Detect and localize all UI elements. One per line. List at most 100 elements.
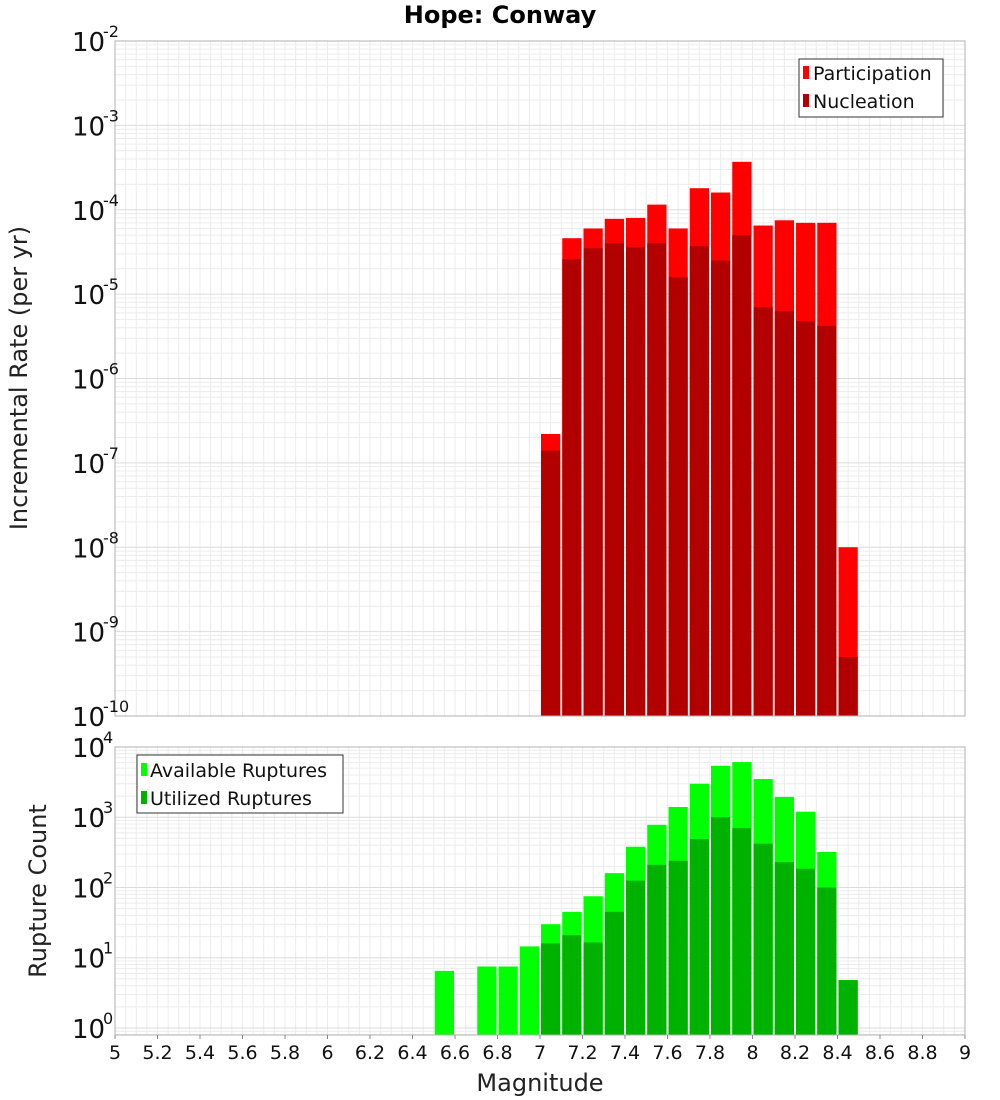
y-tick-exponent: -9 xyxy=(103,613,119,632)
count-utilized-ruptures-bar xyxy=(562,935,582,1035)
x-tick-label: 7.8 xyxy=(695,1042,725,1064)
rate-nucleation-bar xyxy=(753,307,773,716)
rate-nucleation-bar xyxy=(626,247,646,716)
y-tick-label: 10 xyxy=(72,874,105,904)
y-tick-exponent: 3 xyxy=(103,798,113,817)
y-tick-exponent: -6 xyxy=(103,360,119,379)
count-legend: Available Ruptures Utilized Ruptures xyxy=(136,754,344,814)
count-utilized-ruptures-bar xyxy=(753,843,773,1035)
rate-nucleation-bar xyxy=(647,243,667,717)
x-tick-label: 5.2 xyxy=(142,1042,172,1064)
count-available-ruptures-bar xyxy=(477,966,497,1035)
rate-nucleation-bar xyxy=(796,321,816,716)
y-tick-label: 10 xyxy=(72,450,105,480)
rate-nucleation-bar xyxy=(838,657,858,716)
x-tick-label: 7.4 xyxy=(610,1042,640,1064)
x-tick-label: 6.6 xyxy=(440,1042,470,1064)
y-tick-label: 10 xyxy=(72,197,105,227)
rate-nucleation-bar xyxy=(668,276,688,716)
magnitude-x-ticks: 5 5.2 5.4 5.6 5.8 6 6.2 6.4 6.6 6.8 7 7.2 7.4 7.6 7.8 8… xyxy=(109,1035,971,1064)
y-tick-label: 10 xyxy=(72,281,105,311)
x-tick-label: 8.2 xyxy=(780,1042,810,1064)
count-y-axis-label: Rupture Count xyxy=(24,804,52,978)
y-tick-exponent: -3 xyxy=(103,106,119,125)
count-utilized-ruptures-bar xyxy=(817,887,837,1035)
x-tick-label: 5 xyxy=(109,1042,121,1064)
y-tick-label: 10 xyxy=(72,366,105,396)
count-available-ruptures-bar xyxy=(519,946,539,1035)
y-tick-label: 10 xyxy=(72,945,105,975)
rate-nucleation-bar xyxy=(689,246,709,716)
x-tick-label: 9 xyxy=(959,1042,971,1064)
count-utilized-ruptures-bar xyxy=(774,862,794,1035)
rate-nucleation-bar xyxy=(817,325,837,716)
legend-label-utilized-ruptures: Utilized Ruptures xyxy=(150,788,312,810)
rate-legend: Participation Nucleation xyxy=(798,58,944,118)
legend-label-available-ruptures: Available Ruptures xyxy=(150,760,327,782)
count-bars xyxy=(434,762,858,1035)
legend-swatch-participation xyxy=(803,66,809,79)
x-axis-label: Magnitude xyxy=(476,1069,603,1097)
x-tick-label: 6 xyxy=(321,1042,333,1064)
chart-title: Hope: Conway xyxy=(404,1,597,29)
y-tick-exponent: -7 xyxy=(103,444,119,463)
rate-y-axis-label: Incremental Rate (per yr) xyxy=(5,226,33,530)
x-tick-label: 5.8 xyxy=(270,1042,300,1064)
count-utilized-ruptures-bar xyxy=(626,880,646,1035)
x-tick-label: 8 xyxy=(746,1042,758,1064)
rate-nucleation-bar xyxy=(583,248,603,717)
y-tick-label: 10 xyxy=(72,804,105,834)
x-tick-label: 6.8 xyxy=(482,1042,512,1064)
count-utilized-ruptures-bar xyxy=(541,943,561,1035)
legend-label-participation: Participation xyxy=(813,63,932,85)
rate-nucleation-bar xyxy=(541,450,561,716)
rate-y-ticks: 10-210-310-410-510-610-710-810-910-10 xyxy=(72,22,129,733)
rate-nucleation-bar xyxy=(604,243,624,717)
rate-nucleation-bar xyxy=(732,235,752,716)
count-utilized-ruptures-bar xyxy=(668,860,688,1035)
rate-panel: 10-210-310-410-510-610-710-810-910-10 In… xyxy=(5,22,966,733)
x-tick-label: 7.6 xyxy=(652,1042,682,1064)
y-tick-exponent: -4 xyxy=(103,191,119,210)
y-tick-label: 10 xyxy=(72,1015,105,1045)
y-tick-exponent: -2 xyxy=(103,22,119,41)
legend-swatch-nucleation xyxy=(803,94,809,107)
x-tick-label: 8.8 xyxy=(907,1042,937,1064)
y-tick-label: 10 xyxy=(72,703,105,733)
y-tick-exponent: 2 xyxy=(103,868,113,887)
count-available-ruptures-bar xyxy=(434,970,454,1035)
x-tick-label: 5.6 xyxy=(227,1042,257,1064)
count-available-ruptures-bar xyxy=(498,966,518,1035)
y-tick-exponent: 0 xyxy=(103,1009,113,1028)
x-tick-label: 6.4 xyxy=(397,1042,427,1064)
count-utilized-ruptures-bar xyxy=(732,828,752,1035)
y-tick-label: 10 xyxy=(72,28,105,58)
legend-swatch-utilized-ruptures xyxy=(141,791,147,804)
count-utilized-ruptures-bar xyxy=(647,864,667,1035)
legend-swatch-available-ruptures xyxy=(141,763,147,776)
count-utilized-ruptures-bar xyxy=(583,942,603,1035)
x-tick-label: 5.4 xyxy=(185,1042,215,1064)
y-tick-exponent: -10 xyxy=(103,697,129,716)
rate-gridlines xyxy=(114,41,966,717)
rate-nucleation-bar xyxy=(711,260,731,716)
count-utilized-ruptures-bar xyxy=(838,980,858,1035)
count-utilized-ruptures-bar xyxy=(711,817,731,1035)
y-tick-exponent: -5 xyxy=(103,275,119,294)
legend-label-nucleation: Nucleation xyxy=(813,91,915,113)
y-tick-label: 10 xyxy=(72,619,105,649)
rate-nucleation-bar xyxy=(562,259,582,716)
y-tick-label: 10 xyxy=(72,734,105,764)
count-utilized-ruptures-bar xyxy=(689,839,709,1035)
rate-bars xyxy=(541,161,858,717)
rate-nucleation-bar xyxy=(774,311,794,716)
y-tick-label: 10 xyxy=(72,112,105,142)
y-tick-exponent: 1 xyxy=(103,939,113,958)
count-legend-box xyxy=(136,754,344,814)
y-tick-label: 10 xyxy=(72,534,105,564)
x-tick-label: 8.6 xyxy=(865,1042,895,1064)
x-tick-label: 6.2 xyxy=(355,1042,385,1064)
